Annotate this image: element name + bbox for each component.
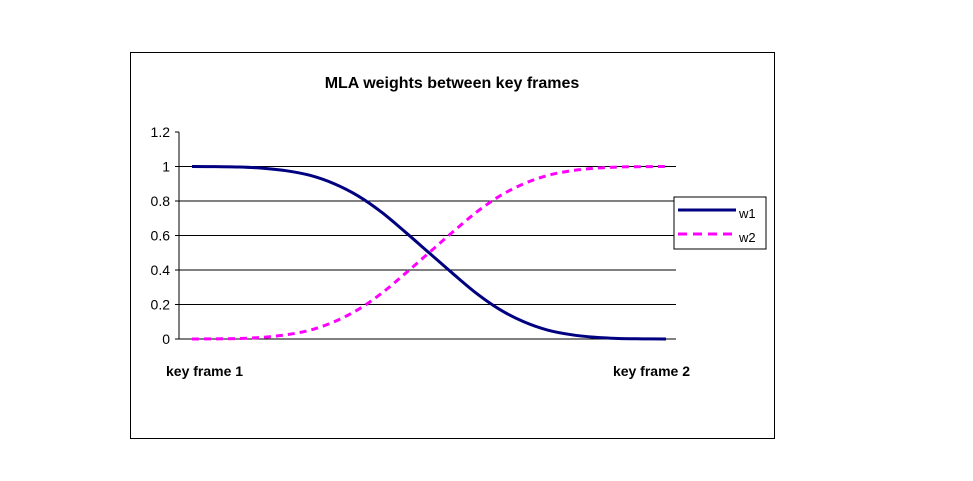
series-line-w1	[191, 165, 667, 341]
y-tick-label: 0.2	[151, 297, 171, 313]
legend-box	[673, 196, 767, 250]
chart-area	[130, 52, 775, 439]
y-tick-label: 1.2	[151, 124, 171, 140]
y-tick-label: 0.8	[151, 193, 171, 209]
legend-label-w1: w1	[738, 206, 756, 221]
series-line-w2	[191, 165, 667, 341]
legend: w1 w2	[673, 196, 767, 250]
x-category-label-end: key frame 2	[613, 363, 690, 379]
x-category-label-start: key frame 1	[166, 363, 243, 379]
y-tick-label: 0.6	[151, 228, 171, 244]
y-axis: 0 0.2 0.4 0.6 0.8 1 1.2	[151, 124, 676, 347]
y-tick-label: 0	[162, 331, 170, 347]
y-tick-label: 1	[162, 159, 170, 175]
y-tick-label: 0.4	[151, 262, 171, 278]
series-lines	[191, 165, 667, 341]
gridlines	[179, 166, 676, 305]
legend-label-w2: w2	[738, 230, 756, 245]
chart-title: MLA weights between key frames	[325, 75, 580, 92]
